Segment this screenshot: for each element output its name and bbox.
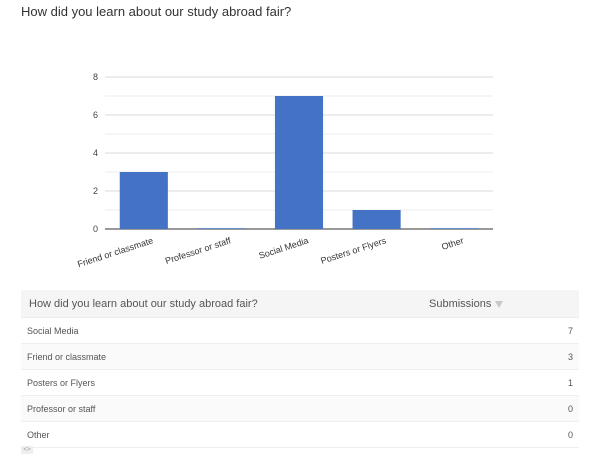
row-label: Other [27, 429, 50, 440]
y-tick-label: 2 [93, 186, 98, 196]
table-row: Friend or classmate 3 [21, 344, 579, 370]
bar[interactable] [119, 172, 168, 229]
x-tick-label: Professor or staff [164, 235, 233, 266]
row-count: 0 [567, 429, 573, 440]
chart-bars [119, 96, 479, 229]
table-row: Posters or Flyers 1 [21, 370, 579, 396]
x-tick-label: Social Media [258, 235, 310, 260]
row-count: 0 [567, 403, 573, 414]
y-axis-ticks: 0 2 4 6 8 [93, 72, 98, 234]
header-submissions-label: Submissions [429, 297, 492, 310]
sort-desc-icon[interactable] [495, 300, 504, 308]
bar-chart: 0 2 4 6 8 Friend or classmate Professor or st… [76, 72, 493, 269]
row-label: Friend or classmate [27, 351, 107, 362]
x-tick-label: Friend or classmate [76, 235, 154, 269]
question-title: How did you learn about our study abroad… [21, 4, 292, 19]
row-label: Social Media [27, 325, 79, 336]
x-tick-label: Other [440, 235, 465, 251]
bar[interactable] [197, 228, 246, 229]
bar[interactable] [274, 96, 324, 229]
row-count: 1 [567, 377, 573, 388]
header-submissions[interactable]: Submissions [429, 298, 579, 310]
y-tick-label: 4 [93, 148, 98, 158]
table-body: Social Media 7 Friend or classmate 3 Pos… [21, 318, 579, 448]
table-header: How did you learn about our study abroad… [21, 290, 579, 318]
header-question: How did you learn about our study abroad… [29, 297, 258, 310]
bar[interactable] [352, 210, 401, 229]
y-tick-label: 6 [93, 110, 98, 120]
row-count: 7 [567, 325, 573, 336]
row-label: Professor or staff [27, 403, 96, 414]
table-row: Social Media 7 [21, 318, 579, 344]
results-table: How did you learn about our study abroad… [21, 290, 579, 448]
row-count: 3 [567, 351, 573, 362]
bar[interactable] [430, 228, 479, 229]
y-tick-label: 0 [93, 224, 98, 234]
x-tick-label: Posters or Flyers [319, 235, 387, 266]
y-tick-label: 8 [93, 72, 98, 82]
table-row: Professor or staff 0 [21, 396, 579, 422]
resize-handle-icon[interactable]: <> [21, 446, 33, 454]
row-label: Posters or Flyers [27, 377, 96, 388]
table-row: Other 0 [21, 422, 579, 448]
x-axis-ticks: Friend or classmate Professor or staff Soc… [76, 235, 465, 269]
